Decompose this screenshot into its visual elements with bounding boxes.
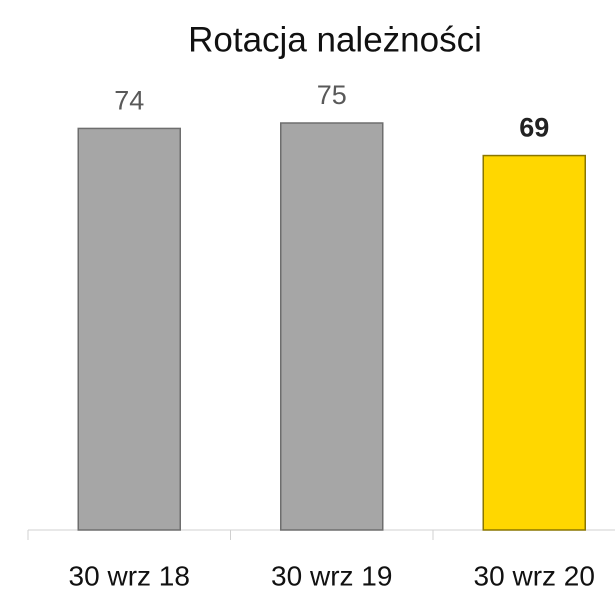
value-label: 75 xyxy=(317,80,347,110)
value-label: 69 xyxy=(519,113,549,143)
x-tick-label: 30 wrz 18 xyxy=(69,560,190,591)
chart-title: Rotacja należności xyxy=(188,20,482,59)
x-tick-label: 30 wrz 19 xyxy=(271,560,392,591)
x-tick-label: 30 wrz 20 xyxy=(474,560,595,591)
bar xyxy=(77,127,181,531)
bar xyxy=(482,154,586,531)
bar xyxy=(280,122,384,531)
value-label: 74 xyxy=(114,86,144,116)
